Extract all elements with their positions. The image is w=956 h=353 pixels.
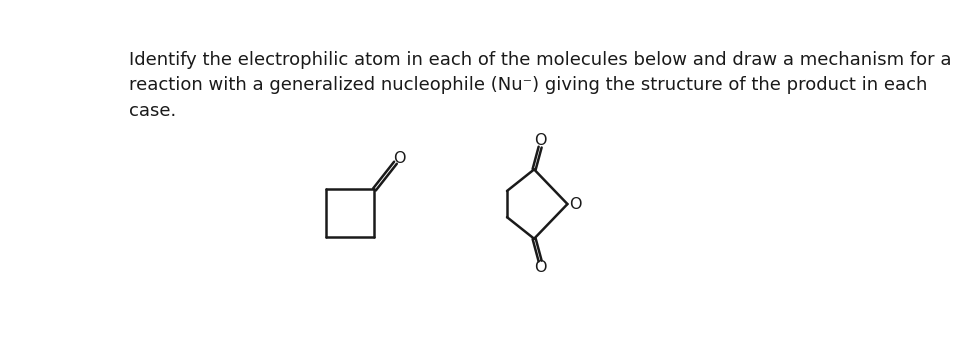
Text: Identify the electrophilic atom in each of the molecules below and draw a mechan: Identify the electrophilic atom in each … <box>129 51 951 69</box>
Text: O: O <box>569 197 581 211</box>
Text: reaction with a generalized nucleophile (Nu⁻) giving the structure of the produc: reaction with a generalized nucleophile … <box>129 76 927 94</box>
Text: O: O <box>393 151 405 166</box>
Text: O: O <box>533 133 547 148</box>
Text: case.: case. <box>129 102 176 120</box>
Text: O: O <box>533 261 547 275</box>
